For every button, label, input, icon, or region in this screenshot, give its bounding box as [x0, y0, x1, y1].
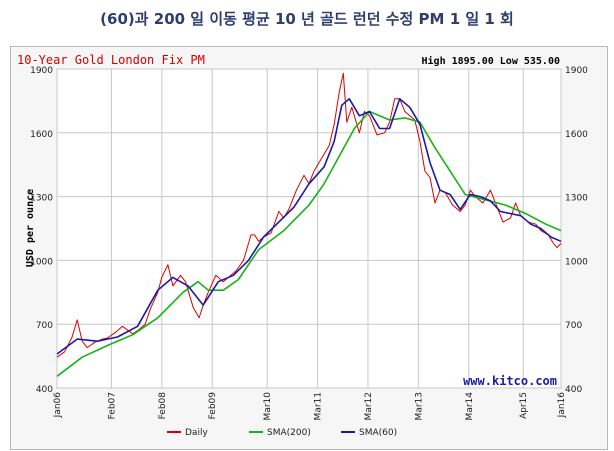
x-tick-label: Jan16: [557, 392, 567, 419]
x-tick-label: Jan06: [53, 392, 63, 419]
x-tick-label: Feb07: [107, 392, 117, 419]
gold-price-chart: 400 400 700 700 1000 1000 1300 1300 1600 1600 1900…: [17, 53, 588, 438]
y-tick-label-left: 1300: [30, 194, 53, 204]
y-tick-label-left: 1600: [30, 130, 53, 140]
y-tick-label-right: 1600: [565, 130, 588, 140]
y-tick-label-right: 1000: [565, 257, 588, 267]
series-line-sma-60: [56, 97, 562, 355]
grid-lines: [56, 68, 562, 389]
y-tick-label-right: 1300: [565, 194, 588, 204]
watermark: www.kitco.com: [463, 374, 557, 388]
x-tick-label: Mar10: [263, 392, 273, 421]
plot-area: [56, 68, 562, 389]
axis-labels: 400 400 700 700 1000 1000 1300 1300 1600 1600 1900…: [30, 66, 588, 420]
y-tick-label-left: 400: [36, 385, 53, 395]
x-tick-label: Mar13: [414, 392, 424, 420]
y-tick-label-left: 700: [36, 321, 53, 331]
legend: Daily SMA(200) SMA(60): [167, 428, 397, 438]
series-lines: [56, 72, 562, 377]
x-tick-label: Mar14: [465, 392, 475, 421]
y-tick-label-left: 1000: [30, 257, 53, 267]
x-tick-label: Apr15: [519, 392, 529, 419]
x-tick-label: Feb08: [158, 392, 168, 420]
chart-panel: 400 400 700 700 1000 1000 1300 1300 1600 1600 1900…: [10, 46, 608, 450]
x-tick-label: Mar11: [314, 392, 324, 420]
y-axis-title: USD per ounce: [25, 189, 36, 267]
legend-label: Daily: [185, 428, 208, 438]
x-tick-label: Feb09: [208, 392, 218, 420]
series-line-sma-200: [56, 110, 562, 377]
x-tick-label: Mar12: [364, 392, 374, 420]
page-title: (60)과 200 일 이동 평균 10 년 골드 런던 수정 PM 1 일 1…: [100, 10, 514, 28]
y-tick-label-left: 1900: [30, 66, 53, 76]
legend-label: SMA(60): [359, 428, 397, 438]
y-tick-label-right: 1900: [565, 66, 588, 76]
y-tick-label-right: 400: [565, 385, 582, 395]
y-tick-label-right: 700: [565, 321, 582, 331]
legend-label: SMA(200): [267, 428, 311, 438]
high-low-readout: High 1895.00 Low 535.00: [422, 55, 560, 67]
chart-title: 10-Year Gold London Fix PM: [17, 53, 205, 67]
